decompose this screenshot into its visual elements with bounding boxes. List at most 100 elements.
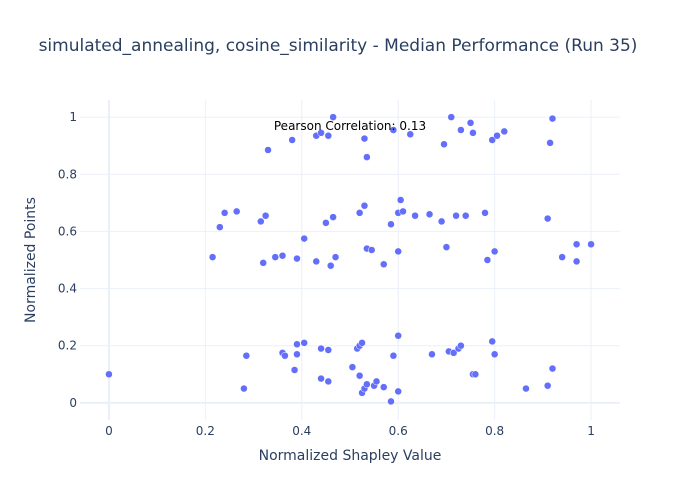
scatter-point[interactable]: [326, 261, 335, 270]
scatter-point[interactable]: [261, 211, 270, 220]
scatter-point[interactable]: [543, 381, 552, 390]
scatter-point[interactable]: [488, 337, 496, 346]
scatter-point[interactable]: [488, 136, 496, 144]
scatter-point[interactable]: [271, 253, 280, 261]
scatter-point[interactable]: [394, 387, 402, 396]
scatter-point[interactable]: [363, 380, 371, 389]
scatter-point[interactable]: [490, 350, 499, 359]
scatter-point[interactable]: [216, 223, 224, 231]
scatter-point[interactable]: [522, 384, 530, 393]
scatter-point[interactable]: [300, 234, 308, 243]
scatter-point[interactable]: [449, 349, 458, 357]
scatter-point[interactable]: [440, 140, 448, 149]
scatter-point[interactable]: [293, 350, 301, 359]
x-tick-label: 0.4: [292, 424, 311, 438]
y-tick-label: 0.6: [58, 224, 77, 238]
scatter-point[interactable]: [331, 253, 340, 261]
scatter-point[interactable]: [317, 129, 325, 137]
scatter-point[interactable]: [387, 397, 395, 406]
scatter-point[interactable]: [360, 201, 369, 210]
scatter-point[interactable]: [329, 213, 337, 221]
scatter-point[interactable]: [264, 146, 272, 154]
scatter-point[interactable]: [232, 207, 241, 216]
scatter-point[interactable]: [457, 126, 465, 134]
scatter-point[interactable]: [322, 219, 330, 227]
scatter-point[interactable]: [500, 127, 509, 136]
scatter-point[interactable]: [437, 217, 446, 226]
scatter-point[interactable]: [493, 131, 501, 140]
scatter-point[interactable]: [355, 371, 364, 380]
scatter-point[interactable]: [105, 370, 113, 379]
scatter-point[interactable]: [558, 253, 566, 261]
scatter-point[interactable]: [452, 211, 460, 220]
scatter-point[interactable]: [358, 339, 366, 347]
scatter-point[interactable]: [428, 350, 436, 359]
scatter-point[interactable]: [242, 351, 251, 360]
scatter-point[interactable]: [348, 363, 357, 371]
scatter-point[interactable]: [360, 134, 369, 143]
scatter-point[interactable]: [300, 339, 308, 347]
x-tick-label: 0: [105, 424, 113, 438]
scatter-point[interactable]: [324, 377, 333, 386]
scatter-point[interactable]: [288, 136, 296, 144]
scatter-point[interactable]: [329, 113, 337, 121]
scatter-point[interactable]: [240, 384, 248, 393]
scatter-point[interactable]: [447, 113, 455, 121]
scatter-point[interactable]: [572, 257, 581, 266]
scatter-point[interactable]: [461, 211, 470, 220]
scatter-point[interactable]: [293, 340, 301, 349]
scatter-point[interactable]: [548, 114, 557, 123]
scatter-point[interactable]: [546, 139, 554, 147]
scatter-point[interactable]: [411, 211, 419, 220]
y-tick-label: 1: [69, 110, 77, 124]
grid-layer: [80, 100, 620, 420]
scatter-point[interactable]: [257, 217, 265, 226]
scatter-point[interactable]: [208, 253, 217, 261]
scatter-point[interactable]: [394, 247, 402, 256]
scatter-point[interactable]: [380, 383, 388, 391]
chart-title: simulated_annealing, cosine_similarity -…: [39, 36, 638, 56]
scatter-point[interactable]: [543, 214, 552, 223]
y-axis-title: Normalized Points: [23, 197, 39, 323]
scatter-point[interactable]: [355, 209, 364, 217]
scatter-point[interactable]: [466, 119, 475, 127]
scatter-point[interactable]: [471, 370, 480, 379]
scatter-point[interactable]: [406, 130, 415, 139]
scatter-point[interactable]: [389, 351, 398, 360]
scatter-point[interactable]: [317, 344, 325, 353]
scatter-point[interactable]: [220, 209, 229, 217]
scatter-point[interactable]: [572, 240, 581, 249]
x-tick-label: 0.8: [485, 424, 504, 438]
scatter-point[interactable]: [587, 240, 595, 249]
x-tick-label: 0.6: [389, 424, 408, 438]
scatter-point[interactable]: [317, 374, 325, 383]
scatter-point[interactable]: [469, 129, 477, 137]
scatter-point[interactable]: [324, 131, 333, 140]
scatter-point[interactable]: [389, 126, 398, 134]
scatter-point[interactable]: [380, 260, 388, 269]
scatter-point[interactable]: [387, 220, 395, 229]
y-tick-label: 0: [69, 396, 77, 410]
y-tick-label: 0.4: [58, 282, 77, 296]
scatter-point[interactable]: [442, 243, 451, 251]
scatter-point[interactable]: [312, 257, 320, 266]
scatter-point[interactable]: [457, 341, 465, 350]
scatter-point[interactable]: [293, 254, 301, 263]
scatter-point[interactable]: [363, 153, 371, 161]
scatter-point[interactable]: [281, 351, 289, 360]
scatter-point[interactable]: [278, 251, 287, 260]
scatter-point[interactable]: [394, 331, 402, 340]
scatter-point[interactable]: [372, 377, 381, 386]
scatter-point[interactable]: [548, 364, 557, 373]
scatter-point[interactable]: [399, 207, 407, 216]
scatter-point[interactable]: [259, 259, 267, 267]
scatter-point[interactable]: [290, 366, 299, 374]
scatter-point[interactable]: [425, 210, 434, 219]
scatter-point[interactable]: [490, 247, 499, 256]
scatter-point[interactable]: [367, 246, 376, 254]
pearson-annotation: Pearson Correlation: 0.13: [274, 119, 426, 133]
scatter-point[interactable]: [481, 209, 489, 217]
scatter-point[interactable]: [396, 196, 405, 204]
scatter-point[interactable]: [324, 346, 333, 354]
scatter-point[interactable]: [483, 256, 492, 264]
